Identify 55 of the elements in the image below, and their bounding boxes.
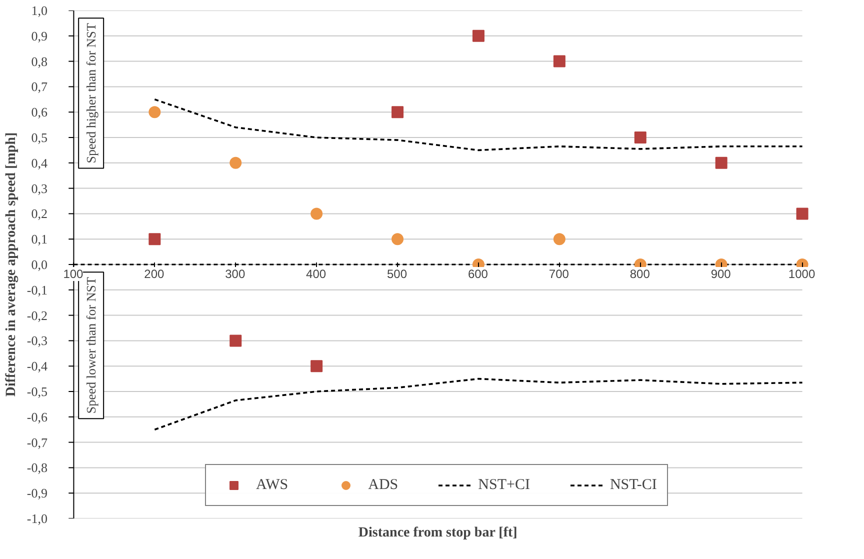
y-tick-label: -0,3 bbox=[26, 333, 48, 348]
y-tick-label: 0,2 bbox=[31, 206, 48, 222]
y-tick-label: 0,3 bbox=[31, 180, 48, 196]
y-tick-label: -0,7 bbox=[26, 434, 48, 450]
y-tick-label: 0,7 bbox=[31, 79, 48, 94]
x-tick-label: 400 bbox=[306, 267, 326, 281]
y-tick-label: 0,9 bbox=[31, 28, 48, 44]
y-tick-label: -0,6 bbox=[26, 409, 48, 424]
point bbox=[796, 208, 808, 220]
point bbox=[472, 30, 484, 42]
point bbox=[310, 208, 323, 220]
y-tick-label: -1,0 bbox=[26, 511, 48, 526]
legend-label: NST-CI bbox=[610, 476, 657, 494]
legend-label: ADS bbox=[368, 476, 398, 494]
annotation: Speed lower than for NST bbox=[84, 277, 99, 414]
y-tick-label: 0,5 bbox=[31, 130, 48, 145]
y-tick-label: -0,8 bbox=[26, 460, 48, 476]
annotation: Speed higher than for NST bbox=[84, 23, 99, 164]
point bbox=[553, 233, 566, 246]
point bbox=[148, 106, 161, 118]
y-tick-label: 0,6 bbox=[31, 104, 48, 120]
y-tick-label: 0,0 bbox=[31, 257, 48, 272]
y-tick-label: 0,8 bbox=[31, 54, 48, 69]
x-tick-label: 800 bbox=[630, 267, 650, 281]
point bbox=[230, 156, 242, 169]
y-tick-label: -0,2 bbox=[26, 308, 48, 323]
point bbox=[392, 106, 404, 118]
y-axis-title: Difference in average approach speed [mph] bbox=[4, 132, 19, 397]
legend-label: NST+CI bbox=[478, 476, 530, 494]
x-tick-label: 900 bbox=[710, 267, 731, 281]
line-series bbox=[154, 98, 804, 152]
x-tick-label: 300 bbox=[225, 267, 246, 281]
x-tick-label: 500 bbox=[387, 267, 408, 281]
point bbox=[553, 55, 566, 68]
point bbox=[230, 334, 242, 347]
point bbox=[715, 156, 728, 169]
x-tick-label: 600 bbox=[468, 267, 488, 281]
y-tick-label: -0,9 bbox=[26, 486, 48, 501]
y-tick-label: -0,5 bbox=[26, 384, 48, 399]
x-tick-label: 200 bbox=[144, 267, 164, 281]
x-axis-title: Distance from stop bar [ft] bbox=[358, 526, 518, 540]
line-series bbox=[154, 378, 804, 430]
y-tick-label: 0,1 bbox=[31, 232, 48, 247]
y-tick-label: 0,4 bbox=[31, 155, 48, 170]
point bbox=[310, 360, 323, 372]
point bbox=[634, 132, 646, 144]
y-tick-label: -0,4 bbox=[26, 358, 48, 374]
y-tick-label: 1,0 bbox=[31, 3, 48, 18]
point bbox=[392, 233, 404, 246]
x-tick-label: 700 bbox=[548, 267, 569, 281]
legend-label: AWS bbox=[256, 476, 288, 494]
x-tick-label: 100 bbox=[63, 267, 84, 281]
x-tick-label: 1000 bbox=[788, 267, 816, 281]
point bbox=[148, 233, 161, 246]
y-tick-label: -0,1 bbox=[26, 282, 48, 298]
